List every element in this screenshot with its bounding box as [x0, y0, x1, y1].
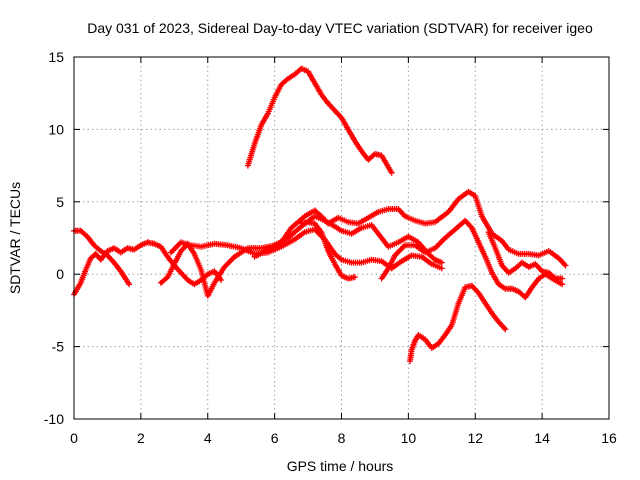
x-tick-label: 12	[467, 430, 483, 446]
x-tick-label: 2	[137, 430, 145, 446]
gridlines	[74, 57, 609, 419]
y-tick-label: 5	[56, 194, 64, 210]
series-track-6	[298, 219, 358, 282]
y-tick-label: 15	[48, 49, 64, 65]
x-tick-label: 0	[70, 430, 78, 446]
series-line	[408, 284, 507, 363]
series-track-9	[244, 65, 395, 176]
series-markers	[485, 229, 566, 282]
series-markers	[407, 282, 509, 365]
y-tick-label: -10	[44, 411, 64, 427]
y-axis-label: SDTVAR / TECUs	[7, 182, 23, 294]
y-tick-label: 0	[56, 266, 64, 282]
axis-ticks: 0 2 4 6 8 10 12 14 16 -10 -5 0 5 10 15	[44, 49, 617, 446]
series-track-8	[485, 229, 566, 282]
x-tick-label: 4	[204, 430, 212, 446]
series-markers	[157, 213, 445, 299]
series-markers	[298, 219, 358, 282]
x-tick-label: 10	[401, 430, 417, 446]
x-tick-label: 8	[338, 430, 346, 446]
y-tick-label: 10	[48, 121, 64, 137]
x-tick-label: 6	[271, 430, 279, 446]
series-group	[71, 65, 569, 365]
chart-title: Day 031 of 2023, Sidereal Day-to-day VTE…	[87, 20, 593, 36]
x-axis-label: GPS time / hours	[287, 458, 394, 474]
x-tick-label: 16	[601, 430, 617, 446]
series-track-5	[251, 188, 569, 269]
series-track-7	[378, 217, 566, 301]
series-markers	[378, 217, 566, 301]
x-tick-label: 14	[534, 430, 550, 446]
series-track-10	[407, 282, 509, 365]
series-markers	[244, 65, 395, 176]
y-tick-label: -5	[52, 339, 65, 355]
